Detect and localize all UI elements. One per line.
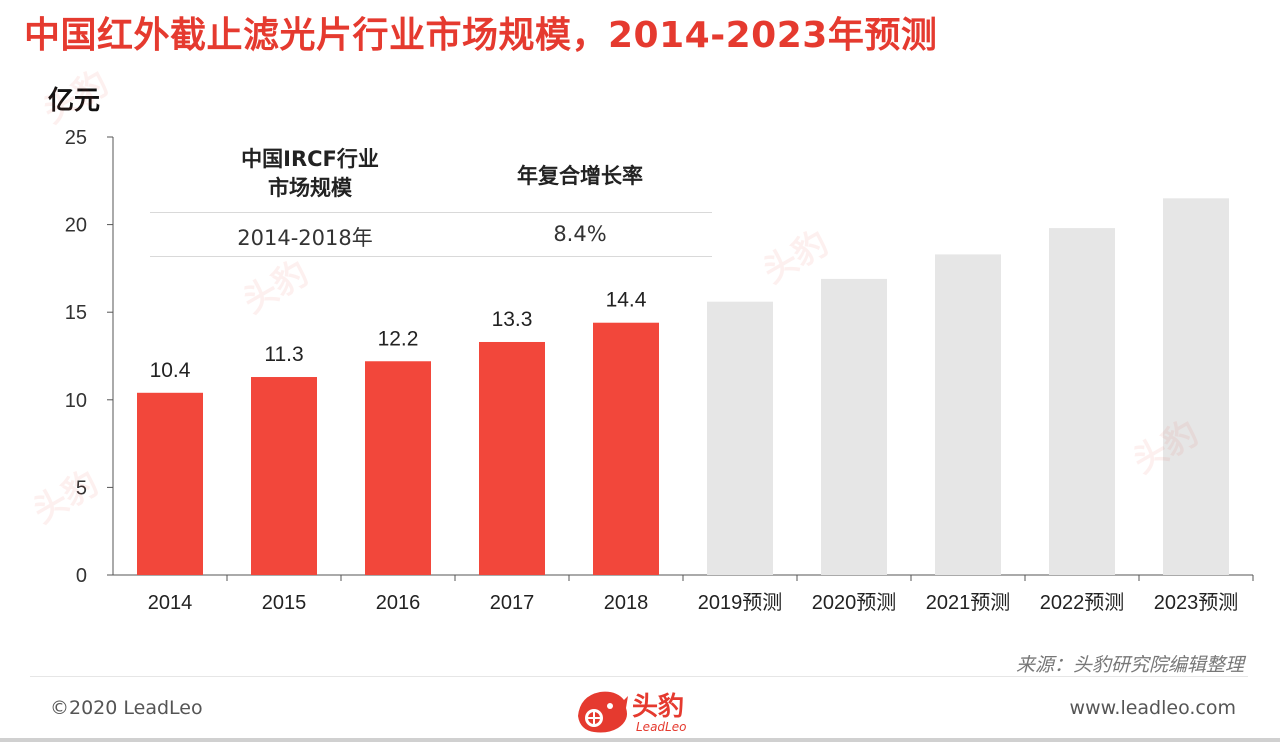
bar bbox=[365, 361, 431, 575]
data-label: 13.3 bbox=[492, 308, 533, 331]
cagr-bottom-line bbox=[150, 256, 712, 257]
cagr-period: 2014-2018年 bbox=[237, 226, 373, 250]
y-axis-unit: 亿元 bbox=[48, 86, 101, 116]
x-tick-label: 2023预测 bbox=[1154, 591, 1239, 614]
bar bbox=[479, 341, 545, 575]
x-tick-label: 2014 bbox=[148, 592, 193, 614]
bar bbox=[707, 301, 773, 575]
cagr-rate: 8.4% bbox=[553, 222, 607, 246]
x-tick-label: 2016 bbox=[376, 592, 421, 614]
cagr-header-market-line1: 中国IRCF行业 bbox=[241, 147, 379, 171]
x-tick-label: 2020预测 bbox=[812, 591, 897, 614]
data-label: 11.3 bbox=[264, 343, 303, 366]
y-tick-label: 0 bbox=[76, 565, 87, 587]
y-tick-label: 5 bbox=[76, 477, 87, 499]
cagr-header-market: 中国IRCF行业 市场规模 bbox=[220, 145, 400, 203]
y-tick-label: 20 bbox=[65, 215, 87, 237]
cagr-divider bbox=[150, 212, 712, 213]
chart-title: 中国红外截止滤光片行业市场规模，2014-2023年预测 bbox=[24, 15, 938, 56]
bar bbox=[1163, 198, 1229, 575]
footer-divider bbox=[30, 676, 1248, 677]
y-tick-label: 15 bbox=[65, 302, 87, 324]
y-tick-label: 25 bbox=[65, 127, 87, 149]
bar bbox=[821, 278, 887, 575]
website-link[interactable]: www.leadleo.com bbox=[1069, 697, 1236, 719]
cagr-table: 中国IRCF行业 市场规模 年复合增长率 2014-2018年 8.4% bbox=[150, 140, 712, 258]
cagr-header-market-line2: 市场规模 bbox=[268, 176, 352, 200]
data-label: 12.2 bbox=[378, 327, 419, 350]
x-tick-label: 2021预测 bbox=[926, 591, 1011, 614]
data-label: 10.4 bbox=[150, 359, 191, 382]
bar bbox=[593, 322, 659, 575]
x-tick-label: 2019预测 bbox=[698, 591, 783, 614]
source-note: 来源：头豹研究院编辑整理 bbox=[1015, 654, 1244, 676]
bar-chart: 0 5 10 15 20 25 10.4 2014 11.3 2015 12.2 2016 13.3 20… bbox=[65, 127, 1254, 614]
bar bbox=[935, 254, 1001, 575]
data-label: 14.4 bbox=[606, 289, 647, 312]
copyright: ©2020 LeadLeo bbox=[50, 697, 203, 719]
x-tick-label: 2015 bbox=[262, 592, 307, 614]
y-tick-label: 10 bbox=[65, 390, 87, 412]
bar bbox=[137, 392, 203, 575]
x-tick-label: 2017 bbox=[490, 592, 535, 614]
bar bbox=[1049, 228, 1115, 575]
cagr-header-rate: 年复合增长率 bbox=[517, 164, 643, 188]
leopard-head-icon bbox=[578, 691, 628, 733]
bar bbox=[251, 377, 317, 575]
leadleo-logo[interactable]: 头豹 LeadLeo bbox=[574, 686, 714, 738]
x-tick-label: 2022预测 bbox=[1040, 591, 1125, 614]
bottom-bar bbox=[0, 738, 1280, 742]
x-tick-label: 2018 bbox=[604, 592, 649, 614]
logo-text-en: LeadLeo bbox=[636, 720, 687, 734]
logo-text-cn: 头豹 bbox=[632, 692, 685, 722]
